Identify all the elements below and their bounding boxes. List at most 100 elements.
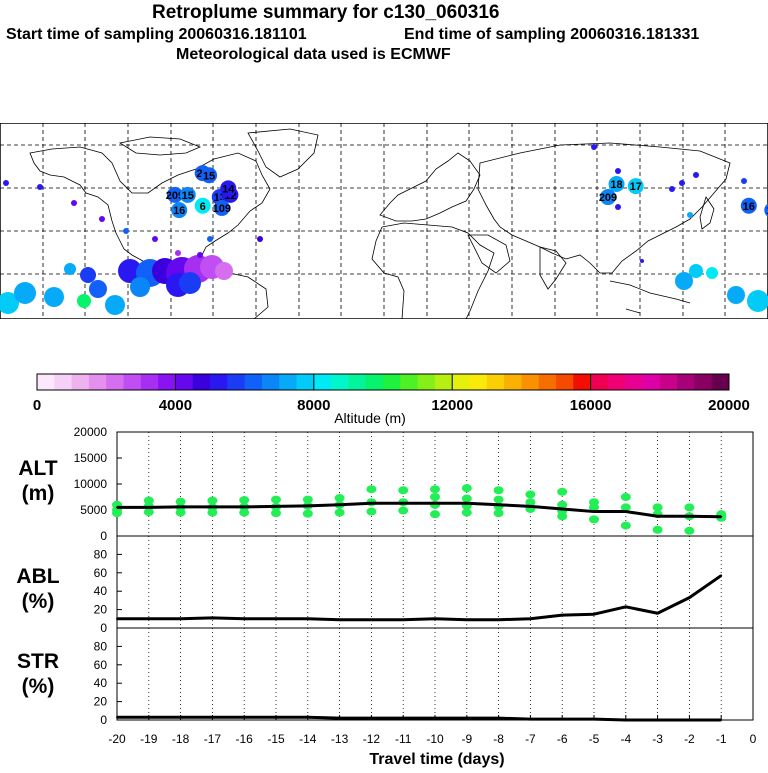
- scatter-point: [366, 485, 377, 494]
- colorbar-swatch: [279, 374, 297, 390]
- scatter-point: [366, 507, 377, 516]
- y-tick-label: 0: [100, 713, 107, 727]
- series-point: [720, 574, 723, 577]
- scatter-point: [525, 490, 536, 499]
- series-point: [593, 510, 595, 513]
- colorbar-swatch: [365, 374, 384, 390]
- scatter-point: [461, 494, 472, 503]
- series-point: [275, 505, 277, 508]
- x-tick-label: -12: [363, 732, 381, 746]
- abl-panel: 0 20 40 60 80 ABL(%): [16, 535, 754, 635]
- plume-marker-label: 14: [222, 183, 235, 195]
- alt-panel: 0 5000 10000 15000 20000 ALT(m): [18, 425, 754, 543]
- scatter-point: [430, 510, 440, 519]
- colorbar-swatch: [573, 374, 592, 390]
- series-point: [688, 596, 691, 599]
- india-coast: [539, 246, 567, 290]
- y-tick-label: 80: [94, 639, 108, 653]
- scatter-point: [652, 525, 663, 534]
- colorbar-swatch: [296, 374, 315, 390]
- colorbar-swatch: [123, 374, 142, 390]
- series-point: [402, 618, 405, 621]
- plume-marker-label: 18: [610, 179, 622, 191]
- plume-marker: [608, 175, 625, 192]
- plume-marker-label: 16: [173, 205, 185, 217]
- colorbar-swatch: [158, 374, 176, 390]
- series-line: [117, 574, 723, 622]
- plume-marker: [220, 180, 237, 197]
- colorbar-swatch: [400, 374, 419, 390]
- x-tick-label: -1: [716, 732, 727, 746]
- y-tick-label: 20: [94, 695, 108, 709]
- scatter-point: [143, 508, 154, 517]
- travel-time-axis: -20 -19 -18 -17 -16 -15 -14 -13 -12 -11 -10 -9 -8 -7-…: [108, 715, 757, 768]
- colorbar-swatch: [625, 374, 643, 390]
- x-tick-label: 0: [750, 732, 757, 746]
- colorbar-tick-label: 20000: [708, 397, 750, 414]
- colorbar-swatch: [659, 374, 678, 390]
- scatter-point: [620, 493, 631, 501]
- colorbar-svg: 0 4000 8000 12000 16000 20000 Altitude (m): [33, 373, 750, 426]
- plume-marker-label: 109: [213, 203, 231, 215]
- x-tick-label: -14: [299, 732, 317, 746]
- scatter-point: [207, 508, 218, 517]
- scatter-point: [302, 495, 313, 504]
- scatter-point: [175, 508, 186, 517]
- x-tick-label: -8: [493, 732, 504, 746]
- series-point: [306, 617, 309, 620]
- plume-marker-label: 15: [182, 190, 194, 202]
- colorbar-swatch: [331, 374, 349, 390]
- colorbar-swatch: [486, 374, 505, 390]
- y-tick-label: 0: [100, 529, 107, 543]
- plume-marker-label: 16: [743, 201, 755, 213]
- y-tick-label: 40: [94, 584, 108, 598]
- plume-marker: [600, 189, 616, 206]
- colorbar-swatch: [106, 374, 124, 390]
- plume-marker-label: 15: [203, 170, 215, 182]
- series-line: [117, 715, 722, 722]
- colorbar-swatch: [175, 374, 194, 390]
- colorbar-swatch: [452, 374, 470, 390]
- colorbar-swatch: [521, 374, 540, 390]
- series-point: [338, 618, 341, 621]
- plume-marker: [179, 186, 196, 203]
- scatter-point: [334, 494, 345, 503]
- plume-marker: [194, 197, 211, 214]
- scatter-point: [271, 509, 281, 518]
- scatter-point: [207, 496, 218, 505]
- scatter-point: [239, 508, 250, 517]
- x-tick-label: -13: [331, 732, 349, 746]
- end-time-label: End time of sampling 20060316.181331: [404, 26, 700, 43]
- plume-marker-label: 17: [630, 181, 642, 193]
- europe-coast: [379, 152, 481, 222]
- colorbar-swatch: [227, 374, 246, 390]
- plume-marker: [171, 202, 188, 219]
- asia-coast: [477, 142, 731, 274]
- y-tick-label: 0: [100, 621, 107, 635]
- x-tick-label: -18: [172, 732, 190, 746]
- scatter-point: [175, 497, 186, 506]
- scatter-point: [589, 503, 599, 512]
- panel-label: ABL: [16, 565, 59, 588]
- series-point: [211, 505, 214, 508]
- series-point: [656, 515, 659, 518]
- colorbar-swatch: [261, 374, 280, 390]
- colorbar-tick-label: 12000: [431, 397, 473, 414]
- plume-marker: [201, 167, 218, 184]
- series-point: [306, 504, 309, 507]
- start-time-label: Start time of sampling 20060316.181101: [6, 26, 307, 43]
- southeast-asia-islands: [609, 280, 691, 314]
- colorbar-tick-label: 8000: [297, 397, 330, 414]
- plot-title: Retroplume summary for c130_060316: [152, 2, 500, 23]
- series-point: [116, 506, 118, 509]
- y-tick-label: 60: [94, 658, 108, 672]
- plume-marker: [627, 178, 644, 195]
- series-point: [624, 605, 627, 608]
- x-tick-label: -7: [525, 732, 536, 746]
- colorbar-swatch: [140, 374, 159, 390]
- scatter-point: [525, 498, 536, 507]
- y-tick-label: 80: [94, 547, 108, 561]
- retroplume-map: 201516209151312141096181720916141: [0, 97, 768, 320]
- scatter-point: [620, 521, 631, 530]
- panel-unit: (%): [22, 590, 55, 613]
